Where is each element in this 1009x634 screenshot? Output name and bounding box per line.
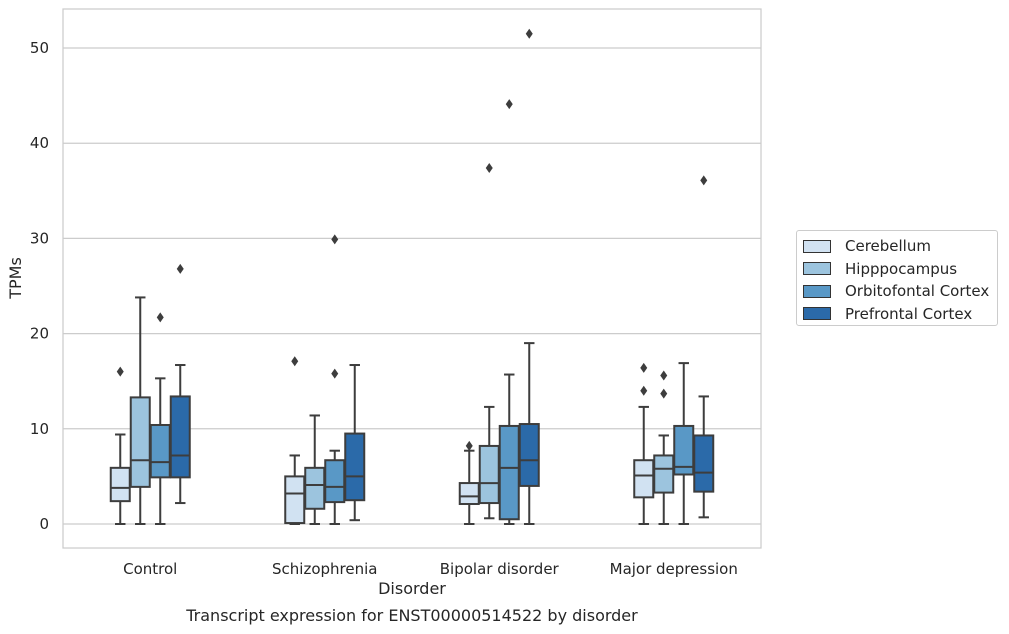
box	[304, 414, 326, 525]
y-tick-label: 40	[30, 134, 49, 152]
box-body	[149, 423, 171, 479]
box-body	[109, 466, 131, 503]
legend-label: Orbitofontal Cortex	[845, 282, 990, 301]
x-tick-label: Major depression	[610, 560, 738, 578]
legend-label: Hipppocampus	[845, 259, 958, 278]
outlier-point	[640, 385, 648, 396]
box-body	[304, 466, 326, 510]
box	[109, 366, 131, 525]
box	[518, 28, 540, 525]
x-tick-label: Bipolar disorder	[440, 560, 560, 578]
outlier-point	[660, 388, 668, 399]
outlier-point	[331, 368, 339, 379]
legend-swatch-cerebellum	[803, 239, 831, 253]
box	[653, 370, 675, 525]
box-body	[458, 482, 480, 506]
box	[129, 296, 151, 525]
y-tick-label: 30	[30, 229, 49, 247]
legend-swatch-hippocampus	[803, 262, 831, 276]
x-axis-label: Disorder	[378, 579, 446, 598]
box-body	[284, 475, 306, 525]
legend-label: Cerebellum	[845, 237, 931, 256]
x-tick-label: Schizophrenia	[272, 560, 377, 578]
outlier-point	[700, 175, 708, 186]
box-body	[324, 459, 346, 504]
outlier-point	[525, 28, 533, 39]
outlier-point	[291, 356, 299, 367]
outlier-point	[640, 362, 648, 373]
box	[169, 263, 191, 505]
box-body	[129, 396, 151, 488]
outlier-point	[156, 312, 164, 323]
box	[284, 356, 306, 525]
y-tick-labels: 0 10 20 30 40 50	[30, 39, 49, 533]
box	[693, 175, 715, 519]
box-body	[498, 424, 520, 521]
outlier-point	[116, 366, 124, 377]
box-body	[344, 432, 366, 502]
legend-swatch-orbitofrontal	[803, 284, 831, 298]
outlier-point	[485, 162, 493, 173]
box-body	[478, 444, 500, 505]
box	[344, 364, 366, 522]
box-body	[693, 434, 715, 493]
legend-item: Hipppocampus	[797, 258, 997, 281]
y-tick-label: 50	[30, 39, 49, 57]
y-tick-label: 20	[30, 325, 49, 343]
box	[324, 234, 346, 525]
box	[633, 362, 655, 525]
box	[673, 362, 695, 525]
outlier-point	[465, 440, 473, 451]
box	[458, 440, 480, 525]
x-tick-label: Control	[123, 560, 177, 578]
y-tick-label: 0	[39, 515, 49, 533]
box-body	[169, 395, 191, 479]
outlier-point	[660, 370, 668, 381]
plot-frame	[62, 8, 762, 549]
legend-swatch-prefrontal	[803, 307, 831, 321]
box	[149, 312, 171, 525]
box-body	[653, 454, 675, 494]
outlier-point	[331, 234, 339, 245]
box	[478, 162, 500, 520]
box	[498, 99, 520, 525]
legend: Cerebellum Hipppocampus Orbitofontal Cor…	[796, 230, 998, 326]
legend-item: Prefrontal Cortex	[797, 303, 997, 326]
box-body	[518, 423, 540, 487]
y-tick-label: 10	[30, 420, 49, 438]
x-tick-labels: Control Schizophrenia Bipolar disorder Majo…	[123, 560, 738, 578]
legend-label: Prefrontal Cortex	[845, 304, 973, 323]
plot-area	[109, 28, 715, 525]
outlier-point	[176, 263, 184, 274]
legend-item: Cerebellum	[797, 235, 997, 258]
y-axis-label: TPMs	[6, 257, 25, 300]
box-body	[633, 459, 655, 499]
legend-item: Orbitofontal Cortex	[797, 280, 997, 303]
chart-caption: Transcript expression for ENST0000051452…	[186, 606, 638, 625]
outlier-point	[505, 99, 513, 110]
